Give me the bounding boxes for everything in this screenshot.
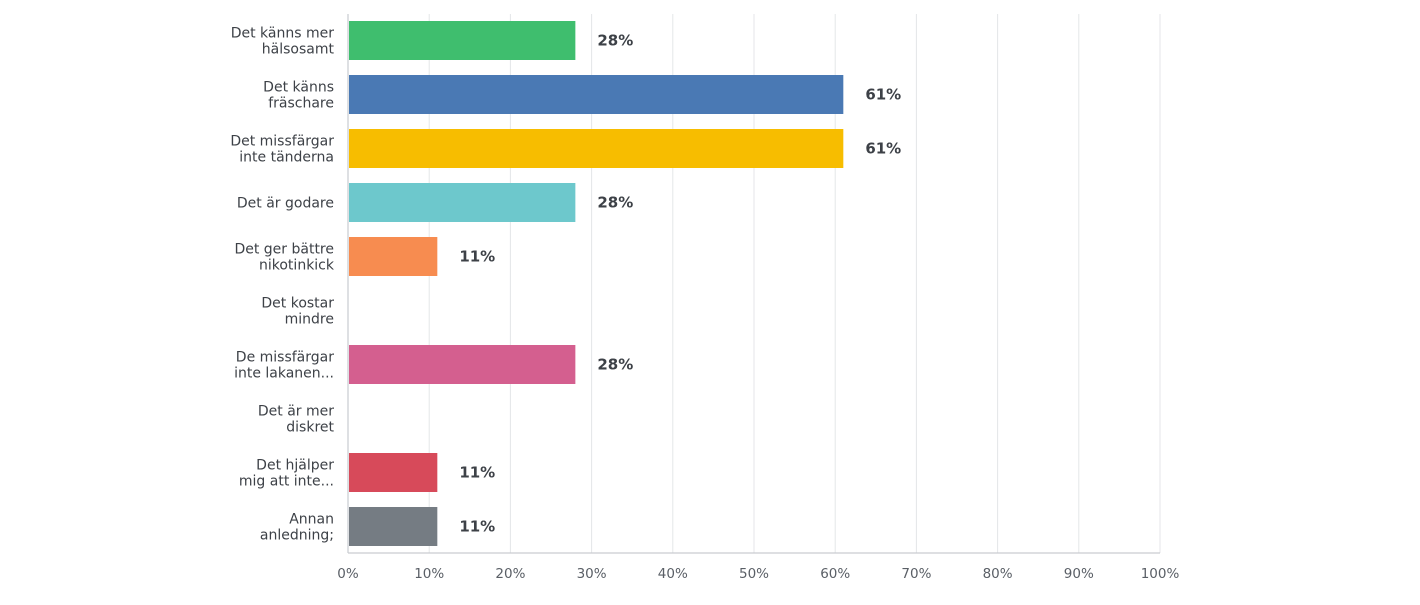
x-tick-label: 70% bbox=[901, 566, 931, 582]
category-label: Det känns fräschare bbox=[263, 80, 334, 112]
category-label-line: fräschare bbox=[268, 96, 334, 112]
bar bbox=[349, 183, 576, 222]
x-tick-label: 40% bbox=[658, 566, 688, 582]
category-label: De missfärgar inte lakanen... bbox=[234, 350, 334, 382]
category-label-line: inte lakanen... bbox=[234, 366, 334, 382]
x-tick-label: 90% bbox=[1064, 566, 1094, 582]
x-tick-label: 0% bbox=[337, 566, 359, 582]
category-label-line: De missfärgar bbox=[236, 350, 334, 366]
category-label-line: Annan bbox=[289, 512, 334, 528]
bar bbox=[349, 21, 576, 60]
category-label-line: anledning; bbox=[260, 528, 334, 544]
data-label: 61% bbox=[865, 86, 901, 104]
data-label: 11% bbox=[459, 464, 495, 482]
data-label: 11% bbox=[459, 518, 495, 536]
category-label: Det är mer diskret bbox=[258, 404, 335, 436]
category-label-line: diskret bbox=[286, 420, 334, 436]
bar bbox=[349, 75, 844, 114]
category-label-line: Det hjälper bbox=[256, 458, 334, 474]
bar bbox=[349, 129, 844, 168]
category-label: Det ger bättre nikotinkick bbox=[234, 242, 334, 274]
x-tick-label: 30% bbox=[577, 566, 607, 582]
bar bbox=[349, 345, 576, 384]
category-label-line: hälsosamt bbox=[262, 42, 335, 58]
data-label: 28% bbox=[597, 32, 633, 50]
data-label: 61% bbox=[865, 140, 901, 158]
x-tick-label: 100% bbox=[1141, 566, 1180, 582]
category-label-line: nikotinkick bbox=[259, 258, 335, 274]
category-label: Annan anledning; bbox=[260, 512, 334, 544]
category-label-line: Det är godare bbox=[237, 196, 334, 212]
category-label-line: mig att inte... bbox=[239, 474, 334, 490]
category-label-line: mindre bbox=[285, 312, 334, 328]
category-label: Det känns mer hälsosamt bbox=[231, 26, 335, 58]
bar bbox=[349, 237, 438, 276]
x-tick-label: 60% bbox=[820, 566, 850, 582]
category-label-line: Det känns bbox=[263, 80, 334, 96]
x-tick-label: 80% bbox=[983, 566, 1013, 582]
x-tick-label: 10% bbox=[414, 566, 444, 582]
category-label-line: Det känns mer bbox=[231, 26, 335, 42]
category-label: Det hjälper mig att inte... bbox=[239, 458, 334, 490]
bar bbox=[349, 453, 438, 492]
category-label-line: inte tänderna bbox=[239, 150, 334, 166]
category-label-line: Det kostar bbox=[261, 296, 334, 312]
category-label-line: Det är mer bbox=[258, 404, 334, 420]
bar bbox=[349, 507, 438, 546]
data-label: 28% bbox=[597, 356, 633, 374]
x-tick-label: 50% bbox=[739, 566, 769, 582]
category-label: Det kostar mindre bbox=[261, 296, 334, 328]
data-label: 28% bbox=[597, 194, 633, 212]
category-label-line: Det missfärgar bbox=[230, 134, 334, 150]
category-label: Det är godare bbox=[237, 196, 334, 212]
category-label: Det missfärgar inte tänderna bbox=[230, 134, 334, 166]
category-label-line: Det ger bättre bbox=[234, 242, 334, 258]
x-tick-label: 20% bbox=[495, 566, 525, 582]
data-label: 11% bbox=[459, 248, 495, 266]
